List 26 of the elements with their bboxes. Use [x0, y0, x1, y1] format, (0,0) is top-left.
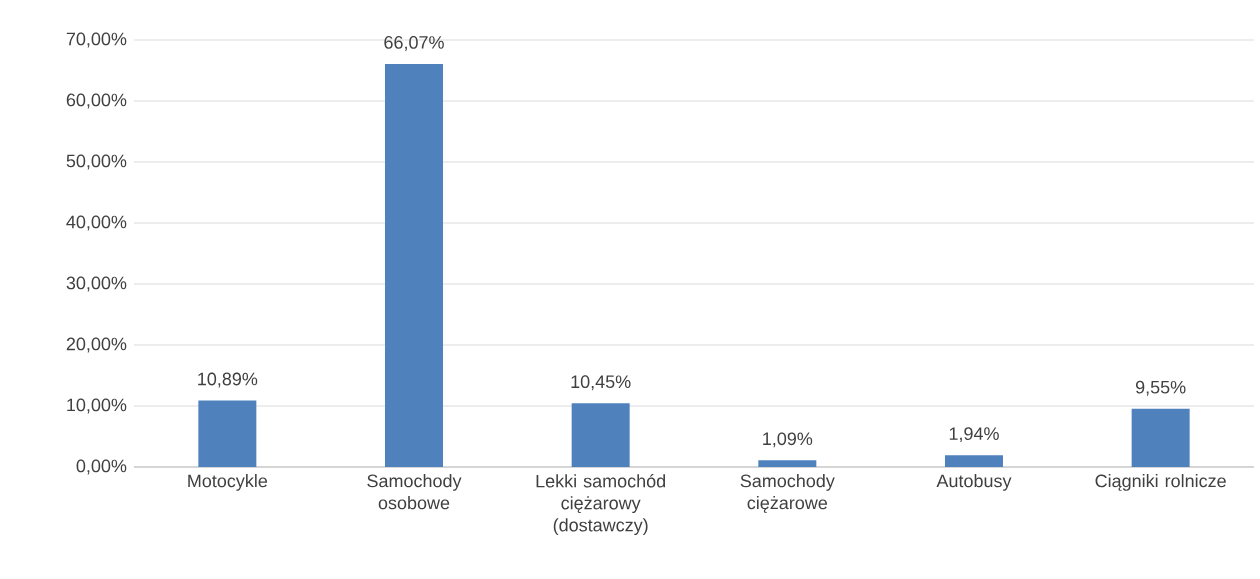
data-label: 1,94% [949, 427, 999, 443]
y-tick-label: 20,00% [66, 337, 127, 353]
bar [1131, 408, 1190, 467]
x-tick-label: Samochody osobowe [367, 474, 462, 510]
data-label: 10,45% [571, 375, 631, 391]
y-tick-label: 10,00% [67, 398, 127, 414]
y-tick-label: 50,00% [66, 154, 127, 170]
data-label: 66,07% [384, 36, 444, 51]
y-tick-label: 30,00% [66, 276, 127, 292]
data-label: 10,89% [198, 372, 258, 388]
y-tick-label: 0,00% [76, 459, 127, 475]
y-tick-label: 40,00% [66, 215, 127, 231]
x-tick-label: Motocykle [188, 474, 268, 491]
bar [385, 63, 443, 467]
data-label: 1,09% [763, 432, 813, 448]
x-tick-label: Samochody ciężarowe [740, 474, 835, 513]
bar [198, 400, 257, 467]
bar [758, 460, 817, 467]
data-label: 9,55% [1135, 380, 1186, 396]
x-tick-label: Ciągniki rolnicze [1095, 474, 1226, 491]
y-tick-label: 60,00% [66, 93, 127, 109]
bar [944, 455, 1003, 467]
y-tick-label: 70,00% [66, 32, 127, 48]
x-tick-label: Autobusy [936, 474, 1012, 491]
bar [571, 403, 630, 467]
x-tick-label: Lekki samochód ciężarowy (dostawczy) [536, 474, 665, 536]
